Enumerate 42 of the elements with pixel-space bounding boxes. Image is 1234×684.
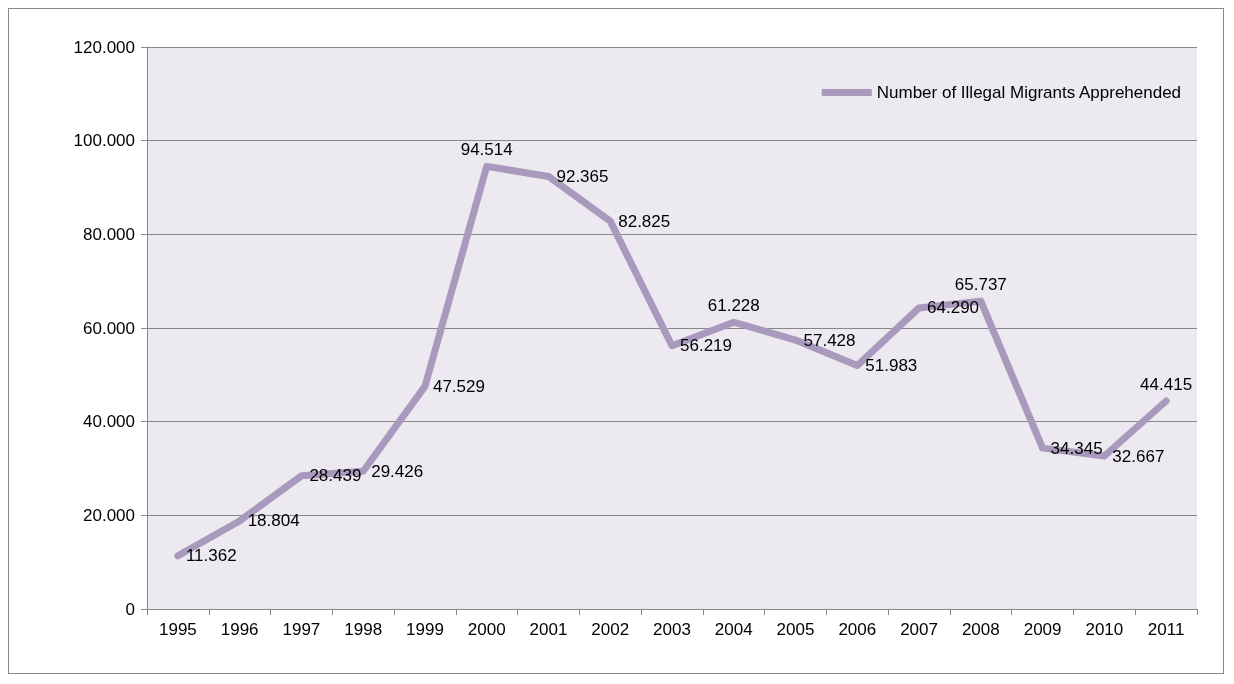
x-tick-label: 1995	[158, 620, 197, 639]
data-label: 11.362	[185, 546, 237, 566]
data-label: 94.514	[460, 140, 513, 160]
x-tick-label: 1999	[406, 620, 444, 639]
x-tick-label: 2002	[591, 620, 630, 639]
data-label: 56.219	[680, 336, 732, 356]
x-tick-label: 2007	[900, 620, 938, 639]
x-tick-label: 2005	[776, 620, 815, 639]
x-tick-label: 2001	[529, 620, 568, 639]
x-tick-label: 1997	[282, 620, 321, 639]
y-tick-label: 80.000	[83, 224, 135, 244]
x-tick-label: 1996	[220, 620, 259, 639]
x-tick-label: 2006	[838, 620, 877, 639]
x-tick-label: 2011	[1147, 620, 1185, 639]
data-label: 18.804	[247, 511, 300, 531]
y-tick-label: 40.000	[83, 412, 135, 432]
y-tick-label: 60.000	[83, 318, 135, 338]
x-tick-label: 2004	[714, 620, 753, 639]
x-tick-label: 2000	[467, 620, 506, 639]
data-label: 64.290	[927, 298, 980, 318]
y-tick-label: 20.000	[83, 505, 135, 525]
data-label: 34.345	[1050, 438, 1103, 458]
x-tick-label: 1998	[344, 620, 383, 639]
x-tick-label: 2009	[1023, 620, 1062, 639]
data-label: 51.983	[865, 356, 918, 376]
legend-label: Number of Illegal Migrants Apprehended	[876, 83, 1182, 102]
data-label: 28.439	[309, 466, 362, 486]
data-label: 61.228	[707, 296, 760, 316]
data-label: 57.428	[803, 330, 856, 350]
x-tick-label: 2003	[653, 620, 691, 639]
x-tick-label: 2008	[961, 620, 1000, 639]
data-label: 82.825	[618, 211, 671, 231]
y-tick-label: 120.000	[73, 37, 135, 57]
data-label: 32.667	[1112, 446, 1165, 466]
data-label: 65.737	[954, 275, 1007, 295]
y-tick-label: 100.000	[73, 131, 135, 151]
data-label: 92.365	[556, 166, 609, 186]
data-label: 44.415	[1140, 374, 1193, 394]
data-label: 47.529	[432, 376, 485, 396]
data-label: 29.426	[371, 461, 424, 481]
x-tick-label: 2010	[1085, 620, 1124, 639]
y-tick-label: 0	[125, 599, 135, 619]
